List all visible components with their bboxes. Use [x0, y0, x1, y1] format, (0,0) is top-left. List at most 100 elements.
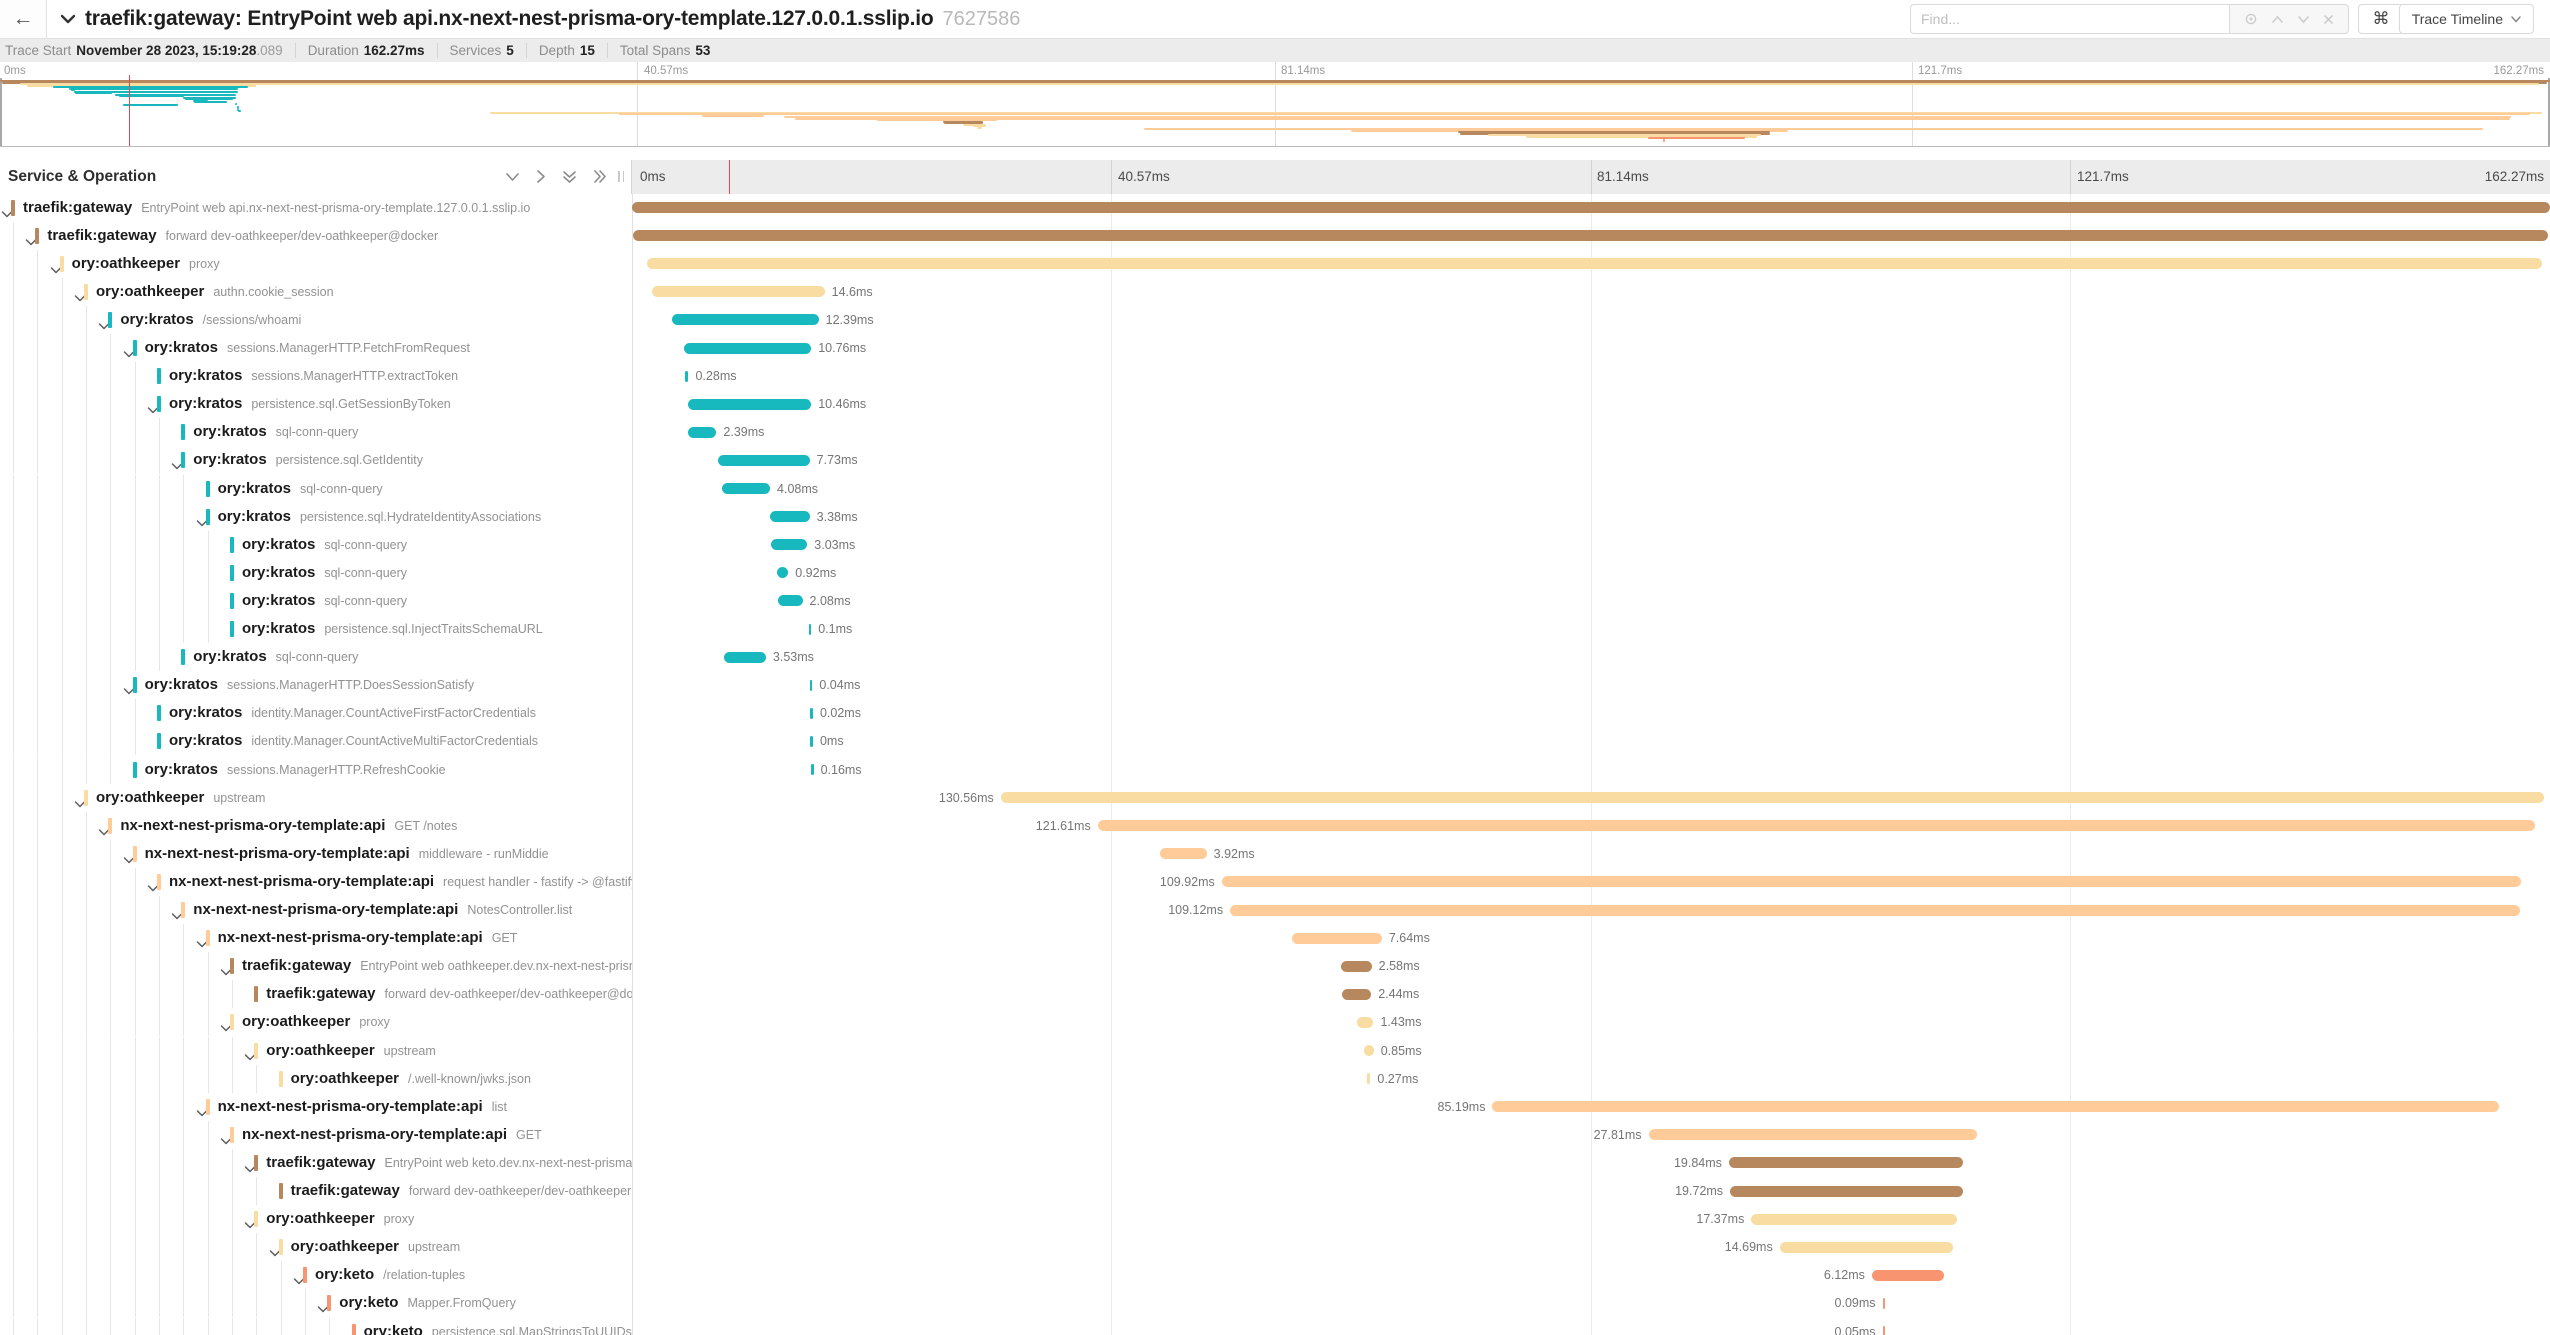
span-bar[interactable]: [684, 342, 812, 354]
span-row[interactable]: ory:kratos persistence.sql.GetSessionByTo…: [0, 390, 2550, 419]
find-prev-icon[interactable]: [2271, 15, 2284, 24]
span-name-cell[interactable]: ory:kratos persistence.sql.GetIdentity: [0, 446, 632, 475]
span-row[interactable]: ory:kratos sql-conn-query 3.03ms: [0, 530, 2550, 559]
span-row[interactable]: ory:keto Mapper.FromQuery 0.09ms: [0, 1289, 2550, 1318]
span-name-cell[interactable]: nx-next-nest-prisma-ory-template:api list: [0, 1092, 632, 1121]
span-bar[interactable]: [718, 454, 810, 466]
span-bar[interactable]: [1779, 1241, 1954, 1253]
focus-span-icon[interactable]: [2244, 12, 2258, 26]
span-bar[interactable]: [721, 483, 771, 494]
span-name-cell[interactable]: ory:kratos sessions.ManagerHTTP.DoesSessi…: [0, 671, 632, 700]
span-name-cell[interactable]: ory:oathkeeper proxy: [0, 1205, 632, 1234]
span-name-cell[interactable]: traefik:gateway forward dev-oathkeeper/de…: [0, 980, 632, 1009]
span-name-cell[interactable]: nx-next-nest-prisma-ory-template:api midd…: [0, 839, 632, 868]
span-bar[interactable]: [1356, 1016, 1374, 1028]
span-bar[interactable]: [632, 202, 2550, 213]
span-bar[interactable]: [810, 735, 813, 747]
span-bar[interactable]: [1871, 1269, 1945, 1281]
span-row[interactable]: ory:kratos sessions.ManagerHTTP.FetchFrom…: [0, 334, 2550, 363]
collapse-trace-chevron-icon[interactable]: [60, 14, 76, 24]
span-name-cell[interactable]: ory:kratos identity.Manager.CountActiveMu…: [0, 727, 632, 756]
chevron-down-icon[interactable]: [269, 1244, 281, 1261]
span-bar[interactable]: [1751, 1213, 1957, 1225]
span-row[interactable]: ory:oathkeeper /.well-known/jwks.json 0.27…: [0, 1064, 2550, 1093]
span-bar[interactable]: [633, 230, 2548, 242]
chevron-down-icon[interactable]: [317, 1300, 329, 1317]
chevron-down-icon[interactable]: [98, 823, 110, 840]
back-button[interactable]: ←: [0, 0, 47, 38]
chevron-down-icon[interactable]: [74, 289, 86, 306]
chevron-down-icon[interactable]: [171, 907, 183, 924]
span-name-cell[interactable]: nx-next-nest-prisma-ory-template:api GET: [0, 1120, 632, 1149]
chevron-down-icon[interactable]: [147, 401, 159, 418]
span-name-cell[interactable]: nx-next-nest-prisma-ory-template:api GET …: [0, 811, 632, 840]
span-row[interactable]: ory:kratos sql-conn-query 2.08ms: [0, 586, 2550, 615]
chevron-down-icon[interactable]: [25, 233, 37, 250]
span-name-cell[interactable]: nx-next-nest-prisma-ory-template:api Note…: [0, 896, 632, 925]
span-bar[interactable]: [1291, 932, 1382, 944]
span-row[interactable]: ory:kratos persistence.sql.HydrateIdentit…: [0, 502, 2550, 531]
span-row[interactable]: ory:oathkeeper proxy: [0, 249, 2550, 278]
span-bar[interactable]: [647, 258, 2543, 270]
span-name-cell[interactable]: ory:oathkeeper proxy: [0, 249, 632, 278]
span-name-cell[interactable]: traefik:gateway forward dev-oathkeeper/de…: [0, 221, 632, 250]
span-bar[interactable]: [1160, 848, 1207, 860]
span-row[interactable]: ory:oathkeeper upstream 130.56ms: [0, 783, 2550, 812]
span-name-cell[interactable]: ory:oathkeeper proxy: [0, 1008, 632, 1037]
chevron-down-icon[interactable]: [220, 1019, 232, 1036]
span-name-cell[interactable]: traefik:gateway EntryPoint web api.nx-nex…: [0, 194, 632, 222]
span-row[interactable]: ory:kratos sql-conn-query 4.08ms: [0, 474, 2550, 503]
span-name-cell[interactable]: ory:kratos persistence.sql.HydrateIdentit…: [0, 502, 632, 531]
chevron-down-icon[interactable]: [196, 1104, 208, 1121]
chevron-down-icon[interactable]: [123, 851, 135, 868]
span-name-cell[interactable]: ory:oathkeeper upstream: [0, 783, 632, 812]
span-bar[interactable]: [1230, 904, 2520, 916]
span-row[interactable]: ory:kratos sessions.ManagerHTTP.extractTo…: [0, 362, 2550, 391]
chevron-down-icon[interactable]: [293, 1272, 305, 1289]
span-bar[interactable]: [1882, 1326, 1886, 1335]
span-row[interactable]: ory:oathkeeper proxy 1.43ms: [0, 1008, 2550, 1037]
span-bar[interactable]: [810, 707, 813, 719]
span-row[interactable]: ory:kratos sql-conn-query 3.53ms: [0, 643, 2550, 672]
span-bar[interactable]: [687, 398, 812, 410]
span-bar[interactable]: [777, 567, 789, 579]
span-row[interactable]: traefik:gateway forward dev-oathkeeper/de…: [0, 221, 2550, 250]
chevron-down-icon[interactable]: [50, 261, 62, 278]
find-input[interactable]: [1910, 4, 2229, 34]
span-name-cell[interactable]: ory:oathkeeper upstream: [0, 1036, 632, 1065]
column-resizer-grip[interactable]: [618, 171, 624, 182]
chevron-down-icon[interactable]: [196, 935, 208, 952]
find-clear-icon[interactable]: [2323, 14, 2334, 25]
span-name-cell[interactable]: ory:kratos sql-conn-query: [0, 418, 632, 447]
span-bar[interactable]: [724, 651, 766, 663]
chevron-down-icon[interactable]: [1, 205, 13, 222]
span-row[interactable]: ory:oathkeeper proxy 17.37ms: [0, 1205, 2550, 1234]
span-bar[interactable]: [1648, 1129, 1978, 1141]
minimap-left-scrubber[interactable]: [0, 78, 2, 146]
span-bar[interactable]: [1221, 876, 2522, 888]
span-row[interactable]: traefik:gateway forward dev-oathkeeper/de…: [0, 980, 2550, 1009]
span-name-cell[interactable]: ory:kratos sql-conn-query: [0, 558, 632, 587]
span-bar[interactable]: [808, 623, 812, 635]
span-row[interactable]: ory:kratos identity.Manager.CountActiveFi…: [0, 699, 2550, 728]
span-name-cell[interactable]: ory:kratos sql-conn-query: [0, 586, 632, 615]
span-row[interactable]: traefik:gateway EntryPoint web keto.dev.n…: [0, 1148, 2550, 1177]
span-bar[interactable]: [1341, 960, 1372, 972]
chevron-down-icon[interactable]: [98, 317, 110, 334]
span-name-cell[interactable]: ory:kratos sessions.ManagerHTTP.extractTo…: [0, 362, 632, 391]
span-row[interactable]: nx-next-nest-prisma-ory-template:api requ…: [0, 867, 2550, 896]
span-row[interactable]: nx-next-nest-prisma-ory-template:api GET 7…: [0, 924, 2550, 953]
chevron-down-icon[interactable]: [123, 682, 135, 699]
span-row[interactable]: ory:oathkeeper upstream 14.69ms: [0, 1233, 2550, 1262]
span-name-cell[interactable]: ory:kratos persistence.sql.GetSessionByTo…: [0, 390, 632, 419]
span-row[interactable]: ory:kratos persistence.sql.GetIdentity 7.7…: [0, 446, 2550, 475]
find-next-icon[interactable]: [2297, 15, 2310, 24]
span-name-cell[interactable]: traefik:gateway EntryPoint web keto.dev.n…: [0, 1148, 632, 1177]
span-name-cell[interactable]: ory:kratos sessions.ManagerHTTP.FetchFrom…: [0, 334, 632, 363]
chevron-down-icon[interactable]: [147, 879, 159, 896]
expand-one-icon[interactable]: [536, 169, 546, 184]
span-name-cell[interactable]: ory:oathkeeper /.well-known/jwks.json: [0, 1064, 632, 1093]
span-row[interactable]: ory:keto persistence.sql.MapStringsToUUID…: [0, 1317, 2550, 1335]
span-row[interactable]: ory:kratos sql-conn-query 0.92ms: [0, 558, 2550, 587]
span-name-cell[interactable]: ory:oathkeeper authn.cookie_session: [0, 277, 632, 306]
